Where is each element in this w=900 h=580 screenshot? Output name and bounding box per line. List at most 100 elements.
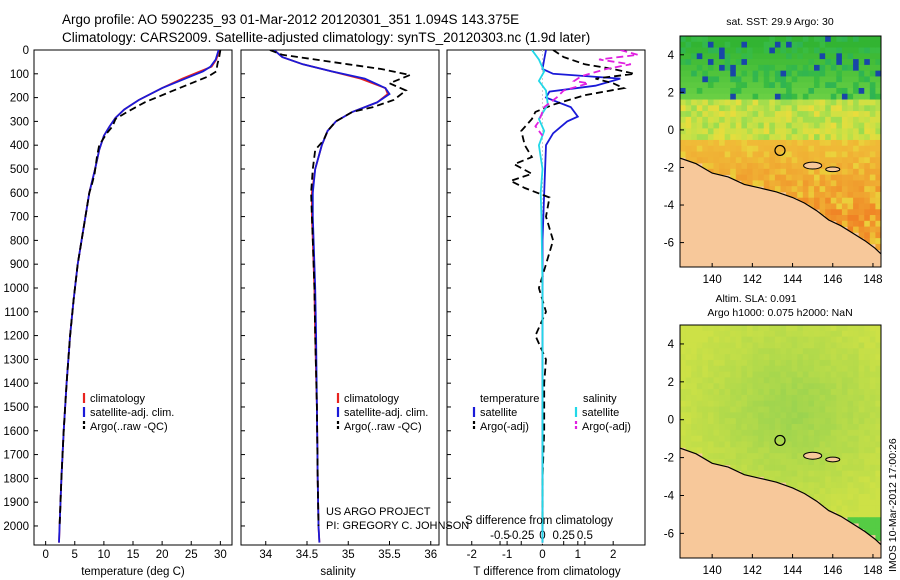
map-cell [707, 336, 714, 343]
map-cell [747, 330, 753, 338]
map-cell [853, 412, 860, 419]
map-cell [724, 424, 731, 431]
map-cell [858, 464, 865, 472]
map-cell [808, 174, 815, 181]
map-cell [858, 64, 865, 72]
map-cell [741, 429, 748, 437]
map-cell [847, 99, 854, 106]
map-cell [685, 424, 692, 431]
map-cell [747, 93, 753, 100]
map-cell [696, 383, 703, 390]
map-cell [802, 464, 809, 472]
map-cell [691, 36, 698, 43]
map-cell [730, 464, 737, 472]
map-cell [869, 215, 876, 222]
map-cell [752, 53, 759, 60]
map-cell [741, 168, 748, 176]
map-cell [875, 505, 881, 512]
map-cell [875, 511, 881, 518]
map-cell [825, 93, 832, 100]
map-cell [719, 53, 726, 60]
map-cell [841, 174, 848, 181]
map-cell [680, 93, 686, 100]
map-cell [847, 116, 854, 124]
map-cell [797, 424, 804, 431]
map-cell [774, 359, 781, 367]
legend-header-salinity: salinity [583, 393, 617, 405]
map-cell [719, 163, 726, 170]
map-cell [735, 53, 742, 60]
map-cell [780, 168, 787, 176]
map-cell [769, 168, 776, 176]
map-cell [825, 59, 832, 66]
map-cell [825, 157, 832, 164]
map-cell [841, 342, 848, 349]
map-cell [786, 476, 793, 483]
map-cell [752, 394, 759, 402]
map-cell [875, 87, 881, 95]
map-frame [679, 35, 882, 268]
map-cell [747, 336, 753, 343]
map-cell [707, 87, 714, 95]
map-cell [747, 36, 753, 43]
map-cell [747, 383, 753, 390]
map-cell [864, 151, 871, 158]
legend-label: Argo(..raw -QC) [344, 421, 422, 433]
map-cell [713, 70, 720, 77]
map-cell [836, 435, 843, 442]
map-cell [719, 458, 726, 466]
map-cell [719, 325, 726, 332]
map-cell [847, 70, 854, 77]
map-cell [696, 47, 703, 54]
map-cell [802, 377, 809, 384]
map-cell [752, 336, 759, 343]
map-cell [774, 412, 781, 419]
legend-label: satellite [582, 407, 619, 419]
map-cell [808, 105, 815, 112]
figure-title-line1: Argo profile: AO 5902235_93 01-Mar-2012 … [62, 12, 519, 27]
map-cell [763, 70, 770, 77]
map-cell [702, 400, 709, 407]
map-cell [786, 359, 793, 367]
map-cell [836, 348, 843, 355]
map-cell [825, 476, 832, 483]
map-cell [730, 365, 737, 372]
map-cell [691, 412, 698, 419]
map-cell [808, 76, 815, 83]
map-cell [847, 394, 854, 402]
map-cell [875, 197, 881, 204]
map-cell [841, 53, 848, 60]
map-cell [858, 128, 865, 135]
map-cell [713, 87, 720, 95]
map-cell [786, 151, 793, 158]
map-cell [724, 145, 731, 152]
map-cell [819, 105, 826, 112]
map-cell [763, 365, 770, 372]
map-cell [797, 429, 804, 437]
x-tick-label: 5 [72, 549, 78, 561]
map-cell [713, 134, 720, 141]
map-cell [780, 139, 787, 147]
y-tick-label: 1900 [3, 497, 29, 509]
map-cell [802, 325, 809, 332]
map-cell [847, 464, 854, 472]
map-cell [741, 151, 748, 158]
map-cell [853, 447, 860, 454]
map-cell [825, 99, 832, 106]
map-cell [735, 406, 742, 413]
map-cell [791, 325, 798, 332]
map-cell [730, 134, 737, 141]
map-cell [758, 99, 765, 106]
map-cell [685, 389, 692, 396]
map-cell [864, 215, 871, 222]
map-cell [680, 325, 686, 332]
map-cell [791, 93, 798, 100]
map-cell [769, 139, 776, 147]
map-cell [875, 499, 881, 506]
map-cell [780, 36, 787, 43]
map-cell [780, 76, 787, 83]
map-cell [836, 87, 843, 95]
map-cell [864, 482, 871, 489]
map-cell [730, 435, 737, 442]
map-cell [763, 394, 770, 402]
